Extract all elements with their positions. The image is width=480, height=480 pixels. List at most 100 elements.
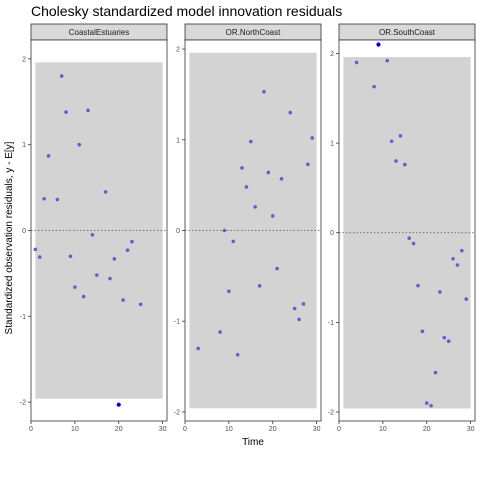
residual-point: [394, 159, 398, 163]
residual-point: [244, 185, 249, 189]
residual-point: [125, 248, 130, 253]
x-tick-label: 30: [313, 426, 321, 433]
residual-point: [130, 239, 134, 244]
residual-point: [266, 170, 271, 175]
residual-point: [442, 335, 447, 340]
residual-point: [270, 214, 275, 218]
x-tick-label: 0: [29, 426, 33, 433]
residual-point: [398, 134, 403, 138]
residual-point: [288, 110, 293, 115]
y-tick-label: 2: [330, 51, 334, 58]
residual-point: [196, 346, 200, 351]
residual-point: [64, 110, 68, 114]
residual-point: [416, 283, 420, 288]
panel-border: [338, 39, 476, 422]
y-tick-label: -1: [328, 320, 334, 327]
strip-label: OR.NorthCoast: [226, 28, 281, 37]
y-tick-label: -2: [20, 400, 26, 407]
residual-point: [438, 290, 442, 294]
y-tick-label: 1: [176, 137, 180, 144]
residual-point: [59, 74, 64, 78]
residual-point: [68, 254, 73, 259]
residual-point: [354, 60, 359, 65]
strip-label: OR.SouthCoast: [379, 28, 436, 37]
residual-point: [218, 330, 222, 334]
residual-point: [372, 84, 376, 89]
residual-point: [227, 289, 231, 294]
residual-point: [33, 247, 38, 252]
x-tick-label: 10: [225, 426, 233, 433]
residual-point: [310, 136, 315, 140]
residual-point: [77, 142, 82, 147]
residual-point: [275, 266, 279, 271]
y-tick-label: -1: [20, 314, 26, 321]
residual-point: [262, 89, 266, 94]
x-tick-label: 10: [379, 426, 387, 433]
y-tick-label: 2: [176, 47, 180, 54]
residual-point: [121, 298, 125, 302]
residual-point: [37, 255, 42, 259]
x-tick-label: 10: [71, 426, 79, 433]
strip-label: CoastalEstuaries: [69, 28, 129, 37]
residual-point: [292, 306, 297, 311]
residual-point: [42, 196, 46, 201]
residual-point: [231, 239, 236, 244]
residual-point: [112, 257, 117, 261]
y-tick-label: -1: [174, 319, 180, 326]
x-tick-label: 20: [269, 426, 277, 433]
residual-point: [433, 370, 438, 375]
residual-point: [55, 197, 60, 202]
residual-point: [81, 294, 86, 299]
y-axis-label: Standardized observation residuals, y - …: [4, 141, 15, 334]
residual-point: [249, 139, 253, 144]
y-tick-label: -2: [174, 409, 180, 416]
x-tick-label: 30: [467, 426, 475, 433]
residual-point: [411, 241, 416, 246]
residual-point: [90, 232, 95, 237]
residual-point: [306, 162, 310, 167]
residual-point: [86, 108, 90, 113]
residual-point: [389, 139, 394, 144]
outlier-point: [376, 42, 381, 47]
outlier-point: [116, 402, 121, 407]
residual-point: [446, 339, 451, 344]
chart-title: Cholesky standardized model innovation r…: [31, 3, 342, 19]
residual-point: [95, 273, 99, 277]
residual-point: [407, 236, 411, 240]
residual-point: [222, 228, 227, 233]
x-tick-label: 30: [159, 426, 167, 433]
residual-point: [279, 176, 284, 181]
residual-point: [257, 284, 262, 288]
residual-point: [464, 297, 469, 301]
x-tick-label: 20: [423, 426, 431, 433]
residual-point: [240, 166, 244, 170]
x-tick-label: 0: [337, 426, 341, 433]
residual-point: [73, 285, 77, 289]
residual-point: [235, 352, 240, 357]
residual-point: [297, 317, 301, 322]
residual-point: [253, 205, 257, 209]
y-tick-label: 0: [330, 230, 334, 237]
residual-point: [103, 190, 108, 194]
residual-point: [455, 263, 460, 267]
residual-point: [424, 401, 429, 405]
residual-point: [429, 403, 433, 408]
y-tick-label: 2: [22, 56, 26, 63]
residual-point: [385, 58, 390, 63]
y-tick-label: 1: [330, 141, 334, 148]
x-axis-label: Time: [242, 437, 264, 448]
residual-point: [451, 256, 455, 261]
residual-point: [138, 302, 143, 307]
y-tick-label: -2: [328, 410, 334, 417]
x-tick-label: 20: [115, 426, 123, 433]
residual-point: [403, 162, 407, 167]
residual-point: [420, 329, 425, 334]
residual-point: [46, 154, 51, 158]
x-tick-label: 0: [183, 426, 187, 433]
y-tick-label: 0: [176, 228, 180, 235]
